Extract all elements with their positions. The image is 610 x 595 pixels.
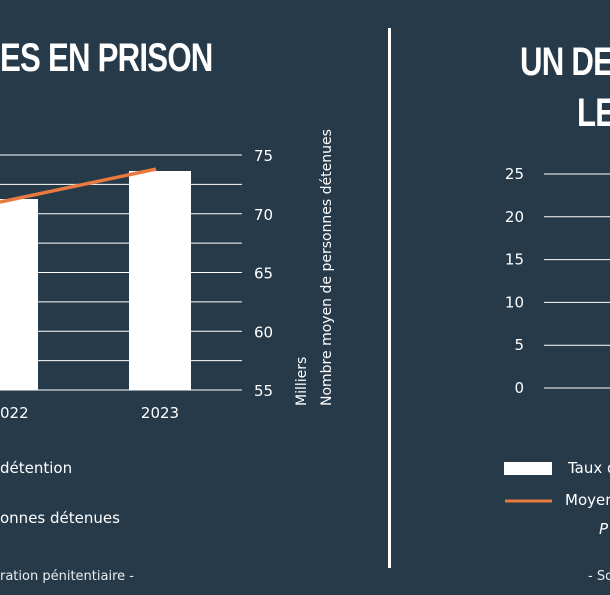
- y2-axis-label: Nombre moyen de personnes détenues: [319, 129, 335, 406]
- x-tick-label-0: 022: [0, 404, 29, 422]
- right-note-text: P: [599, 520, 609, 538]
- y2-tick-label: 65: [254, 265, 273, 283]
- right-chart-y-tick: 10: [505, 293, 524, 311]
- left-grid: [0, 154, 242, 391]
- right-chart-y-tick: 5: [514, 336, 524, 354]
- right-legend-bar-label: Taux d: [568, 459, 610, 477]
- right-chart-y-ticks: 25 20 15 10 5 0: [505, 165, 524, 397]
- y2-tick-label: 75: [254, 147, 273, 165]
- left-legend-line-label: onnes détenues: [0, 509, 120, 527]
- right-chart-title-line1: UN DES: [520, 40, 610, 84]
- right-chart-y-tick: 20: [505, 208, 524, 226]
- left-legend-bar-label: détention: [0, 459, 73, 477]
- trend-line-detainees: [0, 167, 157, 204]
- right-legend-line-label: Moyer: [565, 491, 610, 509]
- right-chart-y-tick: 25: [505, 165, 524, 183]
- y2-tick-label: 70: [254, 206, 273, 224]
- right-chart-y-tick: 0: [514, 379, 524, 397]
- bar-2023: [129, 171, 191, 390]
- right-axis-ticks: 75 70 65 60 55: [254, 147, 273, 400]
- y2-tick-label: 60: [254, 323, 273, 341]
- left-source-text: ration pénitentiaire -: [0, 569, 134, 584]
- right-source-text: - So: [588, 569, 610, 584]
- right-chart-grid: [544, 173, 610, 389]
- y2-tick-label: 55: [254, 382, 273, 400]
- left-chart-title: ES EN PRISON: [0, 36, 213, 80]
- right-chart-title-line2: LES: [577, 91, 610, 135]
- x-tick-label-1: 2023: [141, 404, 179, 422]
- y2-axis-unit-label: Milliers: [294, 357, 310, 406]
- panel-divider: [388, 28, 391, 568]
- legend-swatch-bar: [504, 462, 552, 475]
- right-chart-y-tick: 15: [505, 251, 524, 269]
- bar-2022: [0, 199, 38, 390]
